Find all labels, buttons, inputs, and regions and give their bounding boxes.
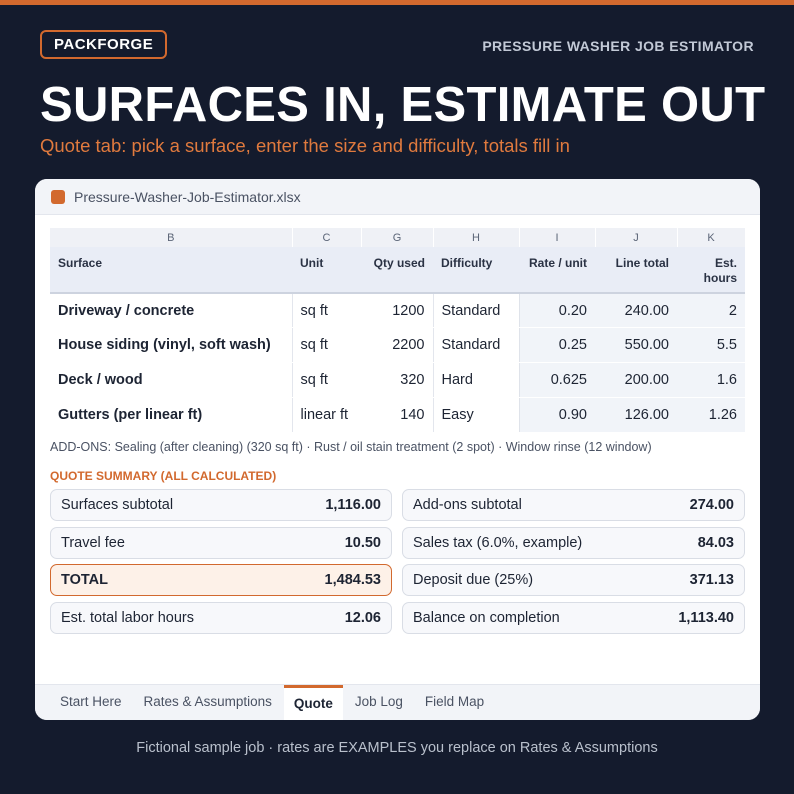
summary-value: 12.06 [344, 610, 381, 626]
quote-table: B C G H I J K Surface Unit Qty used Diff… [50, 228, 746, 433]
cell-qty[interactable]: 2200 [361, 327, 433, 364]
cell-rate[interactable]: 0.90 [518, 397, 595, 433]
cell-line-total[interactable]: 200.00 [595, 362, 677, 398]
file-name: Pressure-Washer-Job-Estimator.xlsx [74, 188, 301, 205]
summary-balance[interactable]: Balance on completion 1,113.40 [402, 602, 745, 634]
summary-deposit[interactable]: Deposit due (25%) 371.13 [402, 564, 745, 596]
spreadsheet-window: Pressure-Washer-Job-Estimator.xlsx B C G… [35, 179, 760, 720]
cell-qty[interactable]: 140 [361, 397, 433, 433]
summary-heading: QUOTE SUMMARY (ALL CALCULATED) [50, 469, 277, 483]
cell-hours[interactable]: 5.5 [677, 327, 745, 364]
cell-surface[interactable]: Deck / wood [50, 362, 292, 398]
window-title-bar: Pressure-Washer-Job-Estimator.xlsx [35, 179, 760, 215]
header-surface: Surface [50, 247, 292, 294]
summary-sales-tax[interactable]: Sales tax (6.0%, example) 84.03 [402, 527, 745, 559]
brand-logo: PACKFORGE [40, 30, 168, 59]
summary-label: Deposit due (25%) [413, 572, 534, 588]
summary-label: Sales tax (6.0%, example) [413, 535, 583, 551]
summary-value: 1,484.53 [324, 572, 381, 588]
header-difficulty: Difficulty [433, 247, 519, 294]
cell-line-total[interactable]: 240.00 [595, 293, 677, 329]
summary-surfaces-subtotal[interactable]: Surfaces subtotal 1,116.00 [50, 489, 392, 521]
column-letter[interactable]: K [677, 228, 746, 247]
header-hours-line1: Est. [714, 256, 737, 270]
cell-hours[interactable]: 2 [677, 293, 745, 329]
summary-value: 10.50 [344, 535, 381, 551]
summary-label: Surfaces subtotal [61, 497, 174, 513]
table-row: Gutters (per linear ft) linear ft 140 Ea… [50, 397, 745, 433]
cell-qty[interactable]: 320 [361, 362, 433, 398]
summary-addons-subtotal[interactable]: Add-ons subtotal 274.00 [402, 489, 745, 521]
header-row: Surface Unit Qty used Difficulty Rate / … [50, 247, 745, 294]
cell-unit[interactable]: sq ft [291, 293, 361, 329]
page-headline: SURFACES IN, ESTIMATE OUT [40, 78, 766, 132]
page-subhead: Quote tab: pick a surface, enter the siz… [40, 135, 570, 156]
tab-job-log[interactable]: Job Log [354, 694, 403, 709]
table-row: Deck / wood sq ft 320 Hard 0.625 200.00 … [50, 362, 745, 398]
addons-line: ADD-ONS: Sealing (after cleaning) (320 s… [50, 440, 652, 454]
table-row: House siding (vinyl, soft wash) sq ft 22… [50, 327, 745, 364]
column-letter-row: B C G H I J K [50, 228, 746, 247]
cell-line-total[interactable]: 550.00 [595, 327, 677, 364]
tab-start-here[interactable]: Start Here [60, 694, 122, 709]
table-row: Driveway / concrete sq ft 1200 Standard … [50, 293, 745, 329]
header-line-total: Line total [595, 247, 677, 294]
cell-rate[interactable]: 0.20 [518, 293, 595, 329]
tab-field-map[interactable]: Field Map [424, 694, 485, 709]
cell-qty[interactable]: 1200 [361, 293, 433, 329]
column-letter[interactable]: C [292, 228, 362, 247]
header-hours-line2: hours [703, 271, 737, 285]
accent-top-bar [0, 0, 794, 5]
cell-difficulty[interactable]: Standard [432, 327, 519, 364]
cell-difficulty[interactable]: Hard [432, 362, 519, 398]
spreadsheet-file-icon [51, 189, 65, 204]
cell-hours[interactable]: 1.26 [677, 397, 745, 433]
cell-rate[interactable]: 0.25 [518, 327, 595, 364]
cell-difficulty[interactable]: Standard [432, 293, 519, 329]
cell-surface[interactable]: House siding (vinyl, soft wash) [50, 327, 292, 364]
column-letter[interactable]: I [519, 228, 596, 247]
footer-note: Fictional sample job · rates are EXAMPLE… [136, 740, 658, 756]
summary-value: 371.13 [689, 572, 734, 588]
summary-label: Travel fee [61, 535, 125, 551]
cell-surface[interactable]: Driveway / concrete [50, 293, 292, 329]
header-rate: Rate / unit [519, 247, 595, 294]
tab-rates-assumptions[interactable]: Rates & Assumptions [143, 694, 272, 709]
cell-surface[interactable]: Gutters (per linear ft) [50, 397, 292, 433]
summary-label: TOTAL [61, 572, 108, 588]
summary-value: 1,113.40 [678, 610, 734, 626]
cell-unit[interactable]: sq ft [291, 327, 361, 364]
summary-value: 1,116.00 [325, 497, 381, 513]
sheet-tab-bar: Start Here Rates & Assumptions Quote Job… [35, 684, 760, 720]
tab-quote[interactable]: Quote [283, 685, 343, 720]
cell-unit[interactable]: sq ft [291, 362, 361, 398]
cell-line-total[interactable]: 126.00 [595, 397, 677, 433]
summary-labor-hours[interactable]: Est. total labor hours 12.06 [50, 602, 392, 634]
column-letter[interactable]: J [595, 228, 678, 247]
header-unit: Unit [292, 247, 361, 294]
cell-hours[interactable]: 1.6 [677, 362, 745, 398]
column-letter[interactable]: G [361, 228, 434, 247]
column-letter[interactable]: H [433, 228, 520, 247]
summary-value: 274.00 [689, 497, 734, 513]
app-title: PRESSURE WASHER JOB ESTIMATOR [482, 38, 754, 54]
header-hours: Est. hours [677, 247, 745, 294]
summary-label: Add-ons subtotal [413, 497, 522, 513]
cell-rate[interactable]: 0.625 [518, 362, 595, 398]
summary-total[interactable]: TOTAL 1,484.53 [50, 564, 392, 596]
cell-difficulty[interactable]: Easy [432, 397, 519, 433]
summary-label: Est. total labor hours [61, 610, 194, 626]
summary-travel-fee[interactable]: Travel fee 10.50 [50, 527, 392, 559]
summary-value: 84.03 [697, 535, 734, 551]
column-letter[interactable]: B [50, 228, 293, 247]
header-qty: Qty used [361, 247, 433, 294]
cell-unit[interactable]: linear ft [291, 397, 361, 433]
summary-label: Balance on completion [413, 610, 560, 626]
